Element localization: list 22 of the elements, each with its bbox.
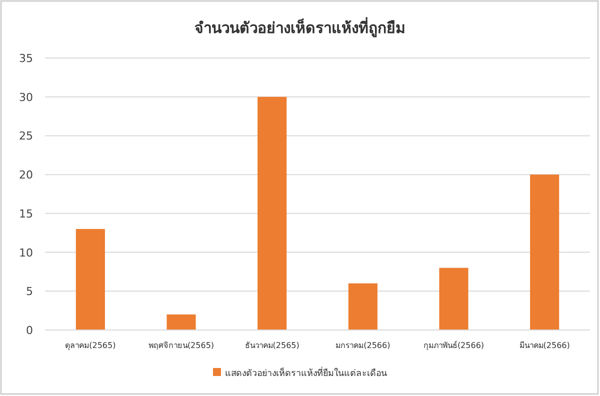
y-tick-label: 10 (19, 246, 33, 260)
x-tick-label: มกราคม(2566) (336, 341, 390, 350)
bar (76, 228, 105, 330)
y-tick-label: 5 (26, 285, 33, 298)
y-tick-label: 0 (26, 324, 33, 337)
y-tick-label: 15 (19, 207, 33, 220)
y-tick-label: 20 (19, 168, 33, 182)
legend-label: แสดงตัวอย่างเห็ดราแห้งที่ยืมในแต่ละเดือน (225, 366, 387, 379)
x-tick-label: ตุลาคม(2565) (65, 341, 116, 350)
chart-title: จำนวนตัวอย่างเห็ดราแห้งที่ถูกยืม (194, 17, 406, 38)
bar (166, 314, 196, 330)
bar (530, 174, 560, 330)
bar (439, 268, 468, 330)
y-tick-label: 25 (19, 130, 33, 143)
bar (258, 96, 287, 330)
x-tick-label: กุมภาพันธ์(2566) (423, 340, 484, 350)
x-tick-label: มีนาคม(2566) (519, 341, 570, 350)
x-tick-label: พฤศจิกายน(2565) (148, 341, 214, 350)
y-tick-label: 30 (19, 90, 33, 104)
bar (348, 283, 378, 330)
x-tick-label: ธันวาคม(2565) (244, 341, 300, 350)
y-tick-label: 35 (19, 52, 33, 65)
